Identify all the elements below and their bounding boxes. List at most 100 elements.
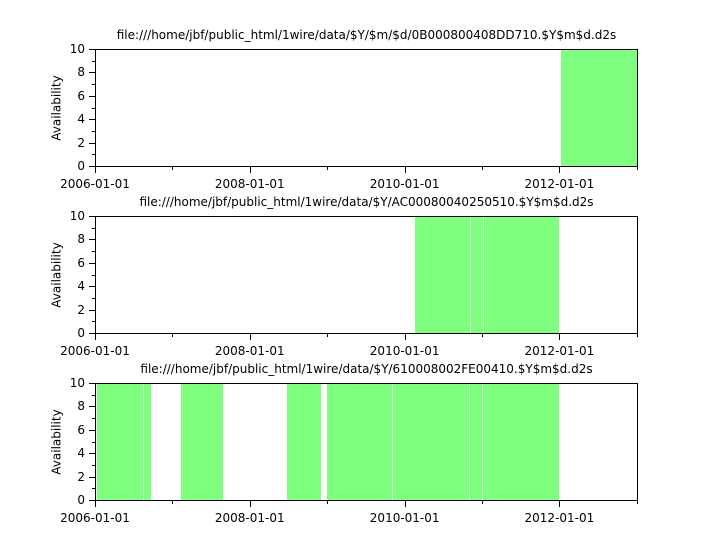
- pale-streak: [469, 384, 471, 500]
- y-minor-tick: [92, 418, 95, 420]
- availability-bar: [96, 384, 151, 500]
- x-major-tick: [404, 167, 406, 173]
- y-major-tick: [89, 142, 95, 144]
- y-tick-label: 0: [77, 159, 85, 173]
- y-minor-tick: [92, 251, 95, 253]
- x-major-tick: [559, 501, 561, 507]
- y-minor-tick: [92, 394, 95, 396]
- y-major-tick: [89, 166, 95, 167]
- pale-streak: [391, 384, 393, 500]
- x-major-tick: [95, 334, 96, 340]
- x-major-tick: [95, 501, 96, 507]
- x-tick-label: 2006-01-01: [60, 344, 130, 358]
- y-tick-label: 6: [77, 88, 85, 103]
- x-tick-label: 2006-01-01: [60, 177, 130, 191]
- y-minor-tick: [92, 488, 95, 490]
- x-minor-tick: [482, 334, 484, 337]
- x-minor-tick: [172, 167, 174, 170]
- y-major-tick: [89, 383, 95, 384]
- y-tick-label: 2: [77, 135, 85, 150]
- pale-streak: [143, 384, 145, 500]
- pale-streak: [470, 217, 472, 333]
- y-major-tick: [89, 72, 95, 74]
- y-minor-tick: [92, 274, 95, 276]
- x-tick-label: 2010-01-01: [369, 511, 440, 525]
- y-major-tick: [89, 49, 95, 50]
- y-tick-label: 2: [77, 302, 85, 317]
- y-minor-tick: [92, 130, 95, 132]
- y-major-tick: [89, 500, 95, 501]
- y-axis-title-text: Availability: [50, 242, 65, 308]
- x-major-tick: [559, 334, 561, 340]
- x-tick-label: 2012-01-01: [524, 511, 595, 525]
- y-major-tick: [89, 262, 95, 264]
- x-major-tick: [404, 501, 406, 507]
- y-tick-label: 2: [77, 469, 85, 484]
- x-minor-tick: [637, 167, 638, 170]
- x-tick-label: 2008-01-01: [214, 344, 285, 358]
- x-minor-tick: [172, 501, 174, 504]
- y-major-tick: [89, 119, 95, 121]
- x-minor-tick: [172, 334, 174, 337]
- y-minor-tick: [92, 84, 95, 86]
- y-minor-tick: [92, 227, 95, 229]
- y-tick-label: 4: [77, 112, 85, 127]
- x-major-tick: [249, 501, 251, 507]
- y-major-tick: [89, 476, 95, 478]
- plot-area: [95, 383, 638, 501]
- y-tick-label: 8: [77, 232, 85, 247]
- y-tick-label: 10: [69, 209, 85, 223]
- y-minor-tick: [92, 107, 95, 109]
- fill-layer: [96, 217, 637, 333]
- y-major-tick: [89, 286, 95, 288]
- x-major-tick: [95, 167, 96, 173]
- x-minor-tick: [482, 167, 484, 170]
- y-minor-tick: [92, 321, 95, 323]
- x-tick-label: 2010-01-01: [369, 177, 440, 191]
- x-minor-tick: [327, 334, 329, 337]
- fill-layer: [96, 50, 637, 166]
- availability-bar: [181, 384, 224, 500]
- y-major-tick: [89, 453, 95, 455]
- x-major-tick: [249, 167, 251, 173]
- y-tick-label: 10: [69, 42, 85, 56]
- availability-bar: [327, 384, 560, 500]
- y-tick-label: 6: [77, 255, 85, 270]
- y-axis-title-text: Availability: [50, 409, 65, 475]
- plot-area: [95, 216, 638, 334]
- x-minor-tick: [327, 167, 329, 170]
- y-tick-label: 10: [69, 376, 85, 390]
- pale-streak: [482, 384, 484, 500]
- y-minor-tick: [92, 60, 95, 62]
- y-tick-label: 8: [77, 399, 85, 414]
- x-tick-label: 2008-01-01: [214, 511, 285, 525]
- x-tick-label: 2008-01-01: [214, 177, 285, 191]
- y-tick-label: 0: [77, 326, 85, 340]
- y-tick-label: 6: [77, 422, 85, 437]
- availability-bar: [561, 50, 637, 166]
- x-tick-label: 2012-01-01: [524, 177, 595, 191]
- y-major-tick: [89, 95, 95, 97]
- x-minor-tick: [482, 501, 484, 504]
- x-minor-tick: [327, 501, 329, 504]
- y-minor-tick: [92, 154, 95, 156]
- x-major-tick: [404, 334, 406, 340]
- plot-area: [95, 49, 638, 167]
- y-minor-tick: [92, 441, 95, 443]
- y-tick-label: 4: [77, 446, 85, 461]
- y-tick-label: 8: [77, 65, 85, 80]
- y-major-tick: [89, 239, 95, 241]
- y-major-tick: [89, 309, 95, 311]
- y-axis-title-text: Availability: [50, 75, 65, 141]
- y-major-tick: [89, 333, 95, 334]
- y-major-tick: [89, 406, 95, 408]
- y-minor-tick: [92, 464, 95, 466]
- y-tick-label: 4: [77, 279, 85, 294]
- y-minor-tick: [92, 297, 95, 299]
- y-tick-label: 0: [77, 493, 85, 507]
- fill-layer: [96, 384, 637, 500]
- availability-bar: [414, 217, 560, 333]
- availability-bar: [287, 384, 322, 500]
- chart-title: file:///home/jbf/public_html/1wire/data/…: [140, 362, 593, 376]
